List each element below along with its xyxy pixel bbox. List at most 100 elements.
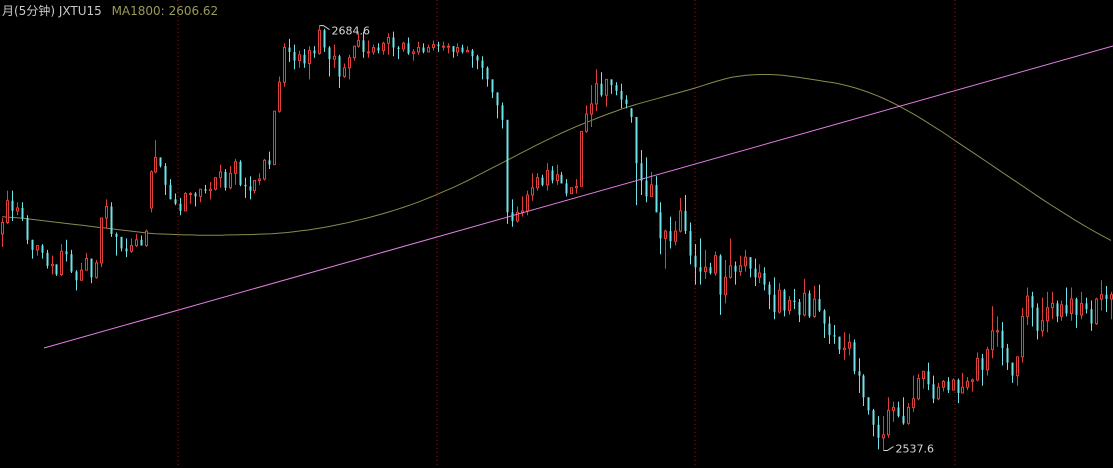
candle-body <box>194 193 197 197</box>
candle <box>560 171 563 184</box>
candle-body <box>570 187 573 195</box>
candle-body <box>437 44 440 47</box>
candle-body <box>536 177 539 189</box>
candle <box>402 41 405 52</box>
candle <box>1011 362 1014 383</box>
candle-body <box>278 81 281 112</box>
candle-body <box>318 29 321 54</box>
candle-body <box>640 163 643 181</box>
candle-body <box>496 92 499 106</box>
candle-body <box>699 267 702 272</box>
candle-body <box>432 44 435 49</box>
candle-body <box>981 358 984 370</box>
candle-body <box>328 47 331 60</box>
candle <box>268 151 271 169</box>
candle <box>897 401 900 418</box>
candle <box>105 199 108 229</box>
candle <box>80 262 83 281</box>
candle <box>199 188 202 203</box>
candle-body <box>51 263 54 267</box>
candle <box>456 43 459 57</box>
candle <box>432 40 435 51</box>
candle-body <box>655 184 658 213</box>
candle <box>1056 300 1059 323</box>
candle <box>90 258 93 284</box>
candle-body <box>595 83 598 105</box>
candle <box>556 164 559 185</box>
candle <box>818 284 821 313</box>
candle-body <box>95 262 98 278</box>
candle <box>397 46 400 60</box>
candle <box>41 244 44 259</box>
candle-body <box>976 357 979 381</box>
candle-body <box>1075 299 1078 315</box>
candle-body <box>90 258 93 278</box>
candle <box>838 336 841 354</box>
candle-body <box>333 55 336 60</box>
candle <box>734 261 737 285</box>
candle-body <box>31 239 34 250</box>
candle-body <box>253 180 256 192</box>
candle <box>729 238 732 279</box>
candle-body <box>763 273 766 285</box>
candle <box>496 92 499 119</box>
candle-body <box>154 156 157 173</box>
candle <box>957 378 960 404</box>
candle-body <box>387 36 390 44</box>
candle-body <box>60 250 63 275</box>
candle-body <box>239 161 242 185</box>
candle <box>758 264 761 284</box>
candle <box>21 202 24 221</box>
candle-body <box>947 381 950 391</box>
candle-body <box>932 384 935 399</box>
candle-body <box>615 85 618 91</box>
candle <box>1006 343 1009 370</box>
candle <box>130 238 133 253</box>
candle-body <box>734 265 737 272</box>
candle-body <box>1011 362 1014 376</box>
candle <box>224 168 227 191</box>
candle <box>169 179 172 200</box>
candle-body <box>100 217 103 264</box>
candle-body <box>679 210 682 232</box>
candle <box>427 44 430 53</box>
candle-body <box>1006 348 1009 363</box>
candle-body <box>991 330 994 351</box>
candle-body <box>313 50 316 54</box>
candle <box>798 299 801 323</box>
candle <box>244 177 247 198</box>
candle <box>328 46 331 77</box>
candle-body <box>783 290 786 311</box>
candle-body <box>36 245 39 251</box>
candle <box>214 177 217 191</box>
candle <box>466 46 469 53</box>
candle-body <box>803 292 806 316</box>
candle <box>60 244 63 276</box>
candle <box>783 288 786 317</box>
candle <box>650 171 653 197</box>
candle-body <box>209 188 212 192</box>
candle-body <box>392 37 395 48</box>
candle <box>293 44 296 70</box>
ma-value: 2606.62 <box>168 4 219 18</box>
candle-body <box>1105 294 1108 300</box>
candle <box>986 346 989 376</box>
candle-body <box>506 119 509 213</box>
candle <box>11 190 14 221</box>
candle <box>1085 297 1088 314</box>
candle <box>531 173 534 201</box>
candle <box>655 176 658 213</box>
candle-body <box>585 113 588 132</box>
candle <box>189 192 192 204</box>
candle <box>382 41 385 55</box>
candle-body <box>452 46 455 52</box>
candle <box>31 239 34 259</box>
candle-body <box>758 272 761 278</box>
candle <box>848 333 851 356</box>
candle <box>422 43 425 54</box>
candle <box>476 54 479 70</box>
candle-body <box>159 157 162 167</box>
candle <box>46 249 49 269</box>
candle <box>1046 291 1049 333</box>
candle <box>744 249 747 272</box>
